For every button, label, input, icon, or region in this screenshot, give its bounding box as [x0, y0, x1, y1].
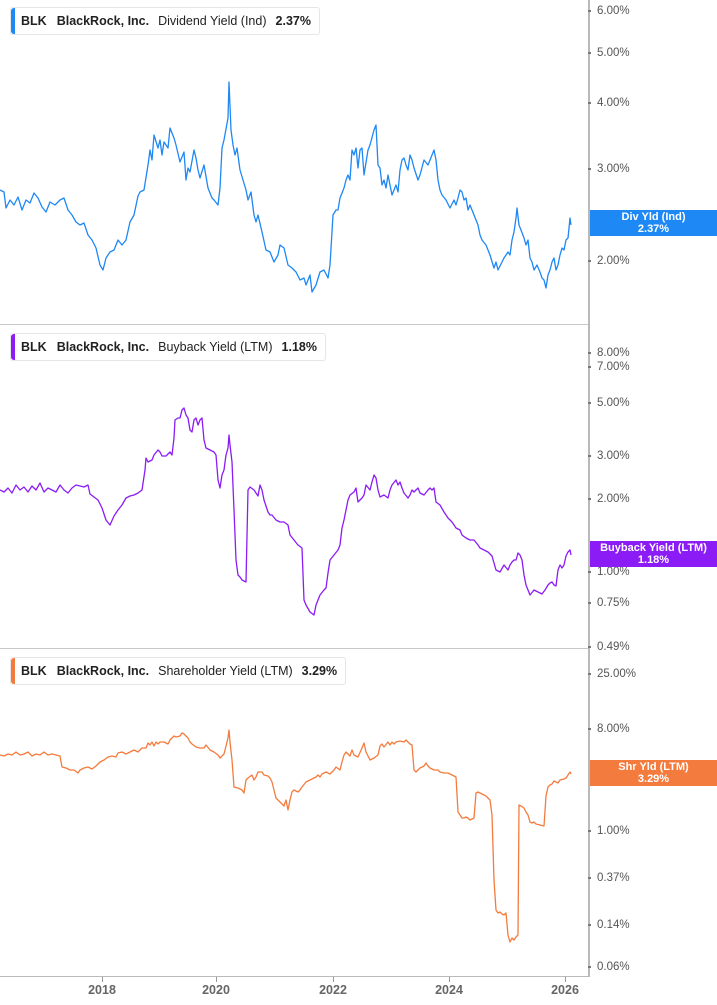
- legend-metric: Dividend Yield (Ind): [158, 14, 267, 28]
- legend-ticker: BLK: [21, 340, 47, 354]
- x-tick: [216, 977, 217, 982]
- current-value-badge: Div Yld (Ind) 2.37%: [590, 210, 717, 236]
- legend-metric: Buyback Yield (LTM): [158, 340, 273, 354]
- series-color-swatch: [11, 8, 15, 34]
- y-tick-label: 5.00%: [588, 397, 630, 409]
- x-tick: [333, 977, 334, 982]
- badge-value: 3.29%: [637, 773, 670, 785]
- y-tick-label: 1.00%: [588, 825, 630, 837]
- x-tick: [449, 977, 450, 982]
- y-tick-label: 5.00%: [588, 47, 630, 59]
- badge-label: Div Yld (Ind): [621, 211, 686, 223]
- y-tick-label: 25.00%: [587, 668, 636, 680]
- series-color-swatch: [11, 334, 15, 360]
- legend-buyback-yield[interactable]: BLK BlackRock, Inc. Buyback Yield (LTM) …: [10, 333, 326, 361]
- y-axis-line: [588, 0, 590, 977]
- x-tick: [102, 977, 103, 982]
- x-tick-label: 2024: [435, 983, 463, 997]
- panel-separator: [0, 324, 588, 325]
- y-tick-label: 2.00%: [588, 493, 630, 505]
- dividend-yield-line: [0, 81, 572, 293]
- x-tick-label: 2022: [319, 983, 347, 997]
- series-color-swatch: [11, 658, 15, 684]
- badge-value: 1.18%: [637, 554, 670, 566]
- current-value-badge: Buyback Yield (LTM) 1.18%: [590, 541, 717, 567]
- badge-label: Buyback Yield (LTM): [600, 542, 707, 554]
- badge-value: 2.37%: [637, 223, 670, 235]
- panel-separator: [0, 648, 588, 649]
- legend-ticker: BLK: [21, 14, 47, 28]
- y-tick-label: 0.14%: [588, 919, 630, 931]
- x-tick-label: 2020: [202, 983, 230, 997]
- y-tick-label: 1.00%: [588, 566, 630, 578]
- y-tick-label: 7.00%: [588, 361, 630, 373]
- y-tick-label: 8.00%: [588, 347, 630, 359]
- buyback-yield-line: [0, 407, 572, 616]
- y-tick-label: 6.00%: [588, 5, 630, 17]
- legend-dividend-yield[interactable]: BLK BlackRock, Inc. Dividend Yield (Ind)…: [10, 7, 320, 35]
- y-tick-label: 8.00%: [588, 723, 630, 735]
- x-axis-line: [0, 976, 590, 977]
- chart-plot-area: [0, 81, 572, 943]
- legend-ticker: BLK: [21, 664, 47, 678]
- badge-label: Shr Yld (LTM): [618, 761, 689, 773]
- legend-shareholder-yield[interactable]: BLK BlackRock, Inc. Shareholder Yield (L…: [10, 657, 347, 685]
- y-tick-label: 0.37%: [588, 872, 630, 884]
- y-tick-label: 3.00%: [588, 163, 630, 175]
- legend-company: BlackRock, Inc.: [56, 340, 150, 354]
- x-tick-label: 2018: [88, 983, 116, 997]
- legend-value: 3.29%: [301, 664, 338, 678]
- x-tick-label: 2026: [551, 983, 579, 997]
- x-tick: [565, 977, 566, 982]
- y-tick-label: 3.00%: [588, 450, 630, 462]
- current-value-badge: Shr Yld (LTM) 3.29%: [590, 760, 717, 786]
- legend-company: BlackRock, Inc.: [56, 664, 150, 678]
- y-tick-label: 0.49%: [588, 641, 630, 653]
- legend-value: 2.37%: [275, 14, 311, 28]
- legend-company: BlackRock, Inc.: [56, 14, 150, 28]
- legend-value: 1.18%: [281, 340, 317, 354]
- y-tick-label: 2.00%: [588, 255, 630, 267]
- y-tick-label: 0.06%: [588, 961, 630, 973]
- legend-metric: Shareholder Yield (LTM): [158, 664, 293, 678]
- y-tick-label: 0.75%: [588, 597, 630, 609]
- shareholder-yield-line: [0, 729, 572, 943]
- y-tick-label: 4.00%: [588, 97, 630, 109]
